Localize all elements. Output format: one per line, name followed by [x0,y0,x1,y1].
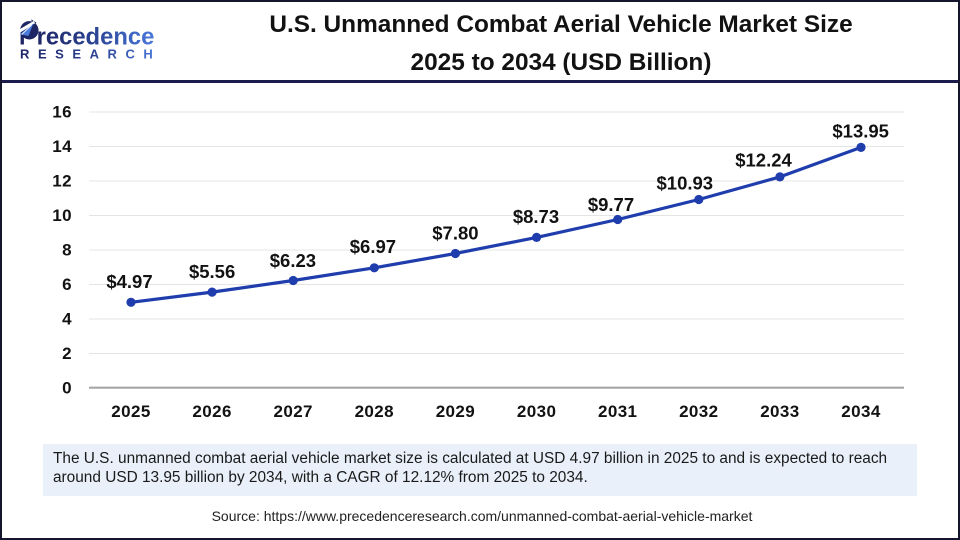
svg-text:recedence: recedence [37,24,155,51]
svg-text:2028: 2028 [355,402,394,421]
svg-text:$12.24: $12.24 [735,150,792,171]
svg-text:$8.73: $8.73 [513,206,559,227]
svg-text:2: 2 [62,344,72,363]
svg-text:2029: 2029 [436,402,475,421]
svg-text:2026: 2026 [192,402,231,421]
svg-text:$10.93: $10.93 [657,173,714,194]
svg-text:$13.95: $13.95 [832,121,889,142]
svg-text:RESEARCH: RESEARCH [20,46,161,61]
svg-text:14: 14 [52,137,72,156]
svg-text:8: 8 [62,241,72,260]
svg-text:10: 10 [52,206,72,225]
svg-text:2030: 2030 [517,402,556,421]
svg-text:2025: 2025 [111,402,150,421]
svg-text:2033: 2033 [760,402,799,421]
svg-text:16: 16 [52,103,72,122]
svg-text:6: 6 [62,275,72,294]
svg-text:12: 12 [52,172,72,191]
svg-text:2027: 2027 [273,402,312,421]
svg-text:$6.97: $6.97 [350,236,396,257]
svg-text:$7.80: $7.80 [432,223,478,244]
svg-text:4: 4 [62,310,72,329]
svg-text:0: 0 [62,379,72,398]
svg-text:2031: 2031 [598,402,637,421]
svg-text:$9.77: $9.77 [588,194,634,215]
svg-text:$6.23: $6.23 [270,250,316,271]
svg-text:2032: 2032 [679,402,718,421]
svg-text:$4.97: $4.97 [106,271,152,292]
svg-text:2034: 2034 [841,402,881,421]
svg-text:$5.56: $5.56 [189,261,235,282]
